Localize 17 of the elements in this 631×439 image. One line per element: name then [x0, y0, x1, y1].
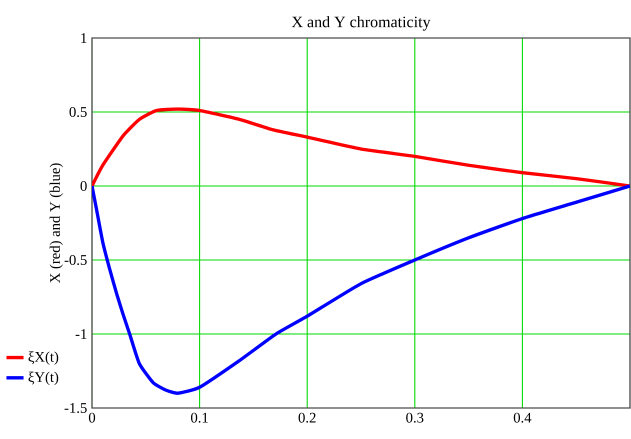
y-axis-title: X (red) and Y (blue)	[50, 163, 63, 283]
x-tick-label: 0	[88, 412, 96, 423]
y-tick-label: 1	[81, 33, 86, 43]
y-tick-label: -1.5	[64, 403, 87, 413]
x-tick-label: 0.2	[298, 412, 316, 423]
y-tick-label: -1	[76, 329, 86, 339]
y-tick-label: 0.5	[70, 107, 87, 117]
y-tick-label: -0.5	[64, 255, 87, 265]
line-series	[92, 184, 630, 395]
x-tick-label: 0.3	[406, 412, 424, 423]
x-tick-label: 0.4	[514, 412, 532, 423]
legend-label: ξX(t)	[28, 351, 58, 365]
chart-title: X and Y chromaticity	[292, 16, 430, 31]
line-series	[92, 107, 630, 188]
y-tick-label: 0	[80, 181, 87, 191]
legend-label: ξY(t)	[28, 372, 58, 386]
x-tick-label: 0.1	[191, 412, 208, 423]
